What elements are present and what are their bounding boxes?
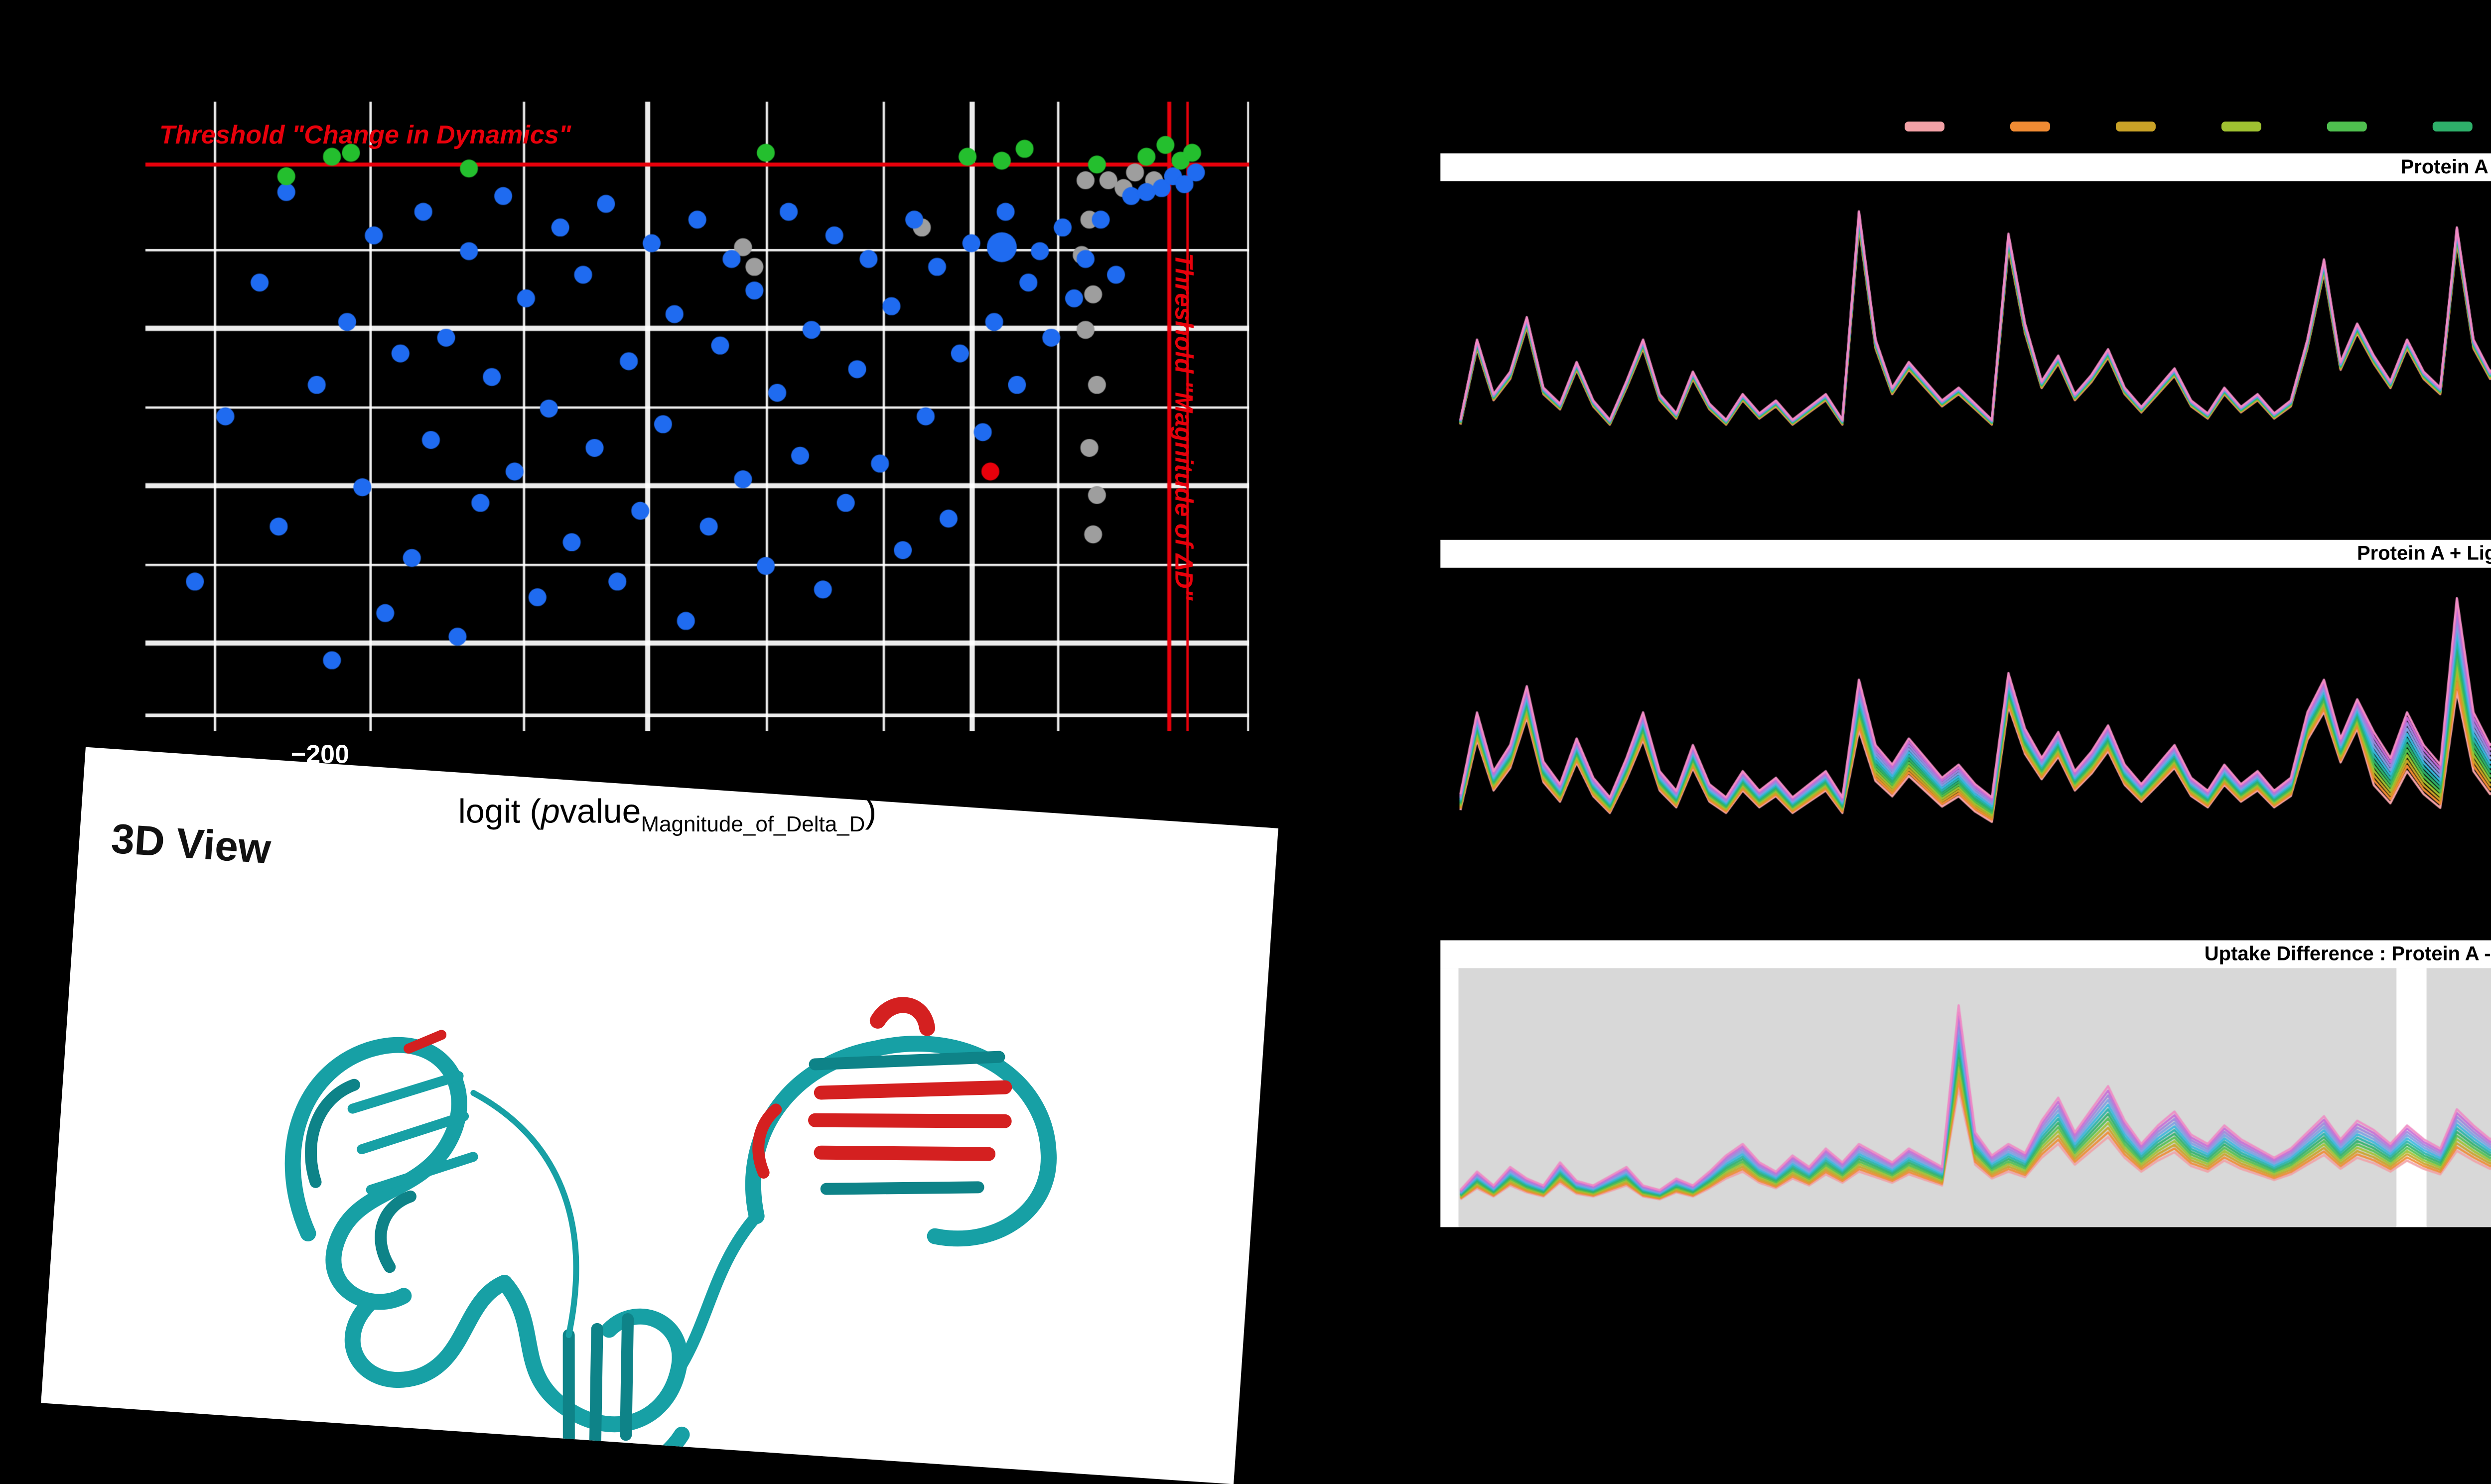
uptake-difference-chart[interactable] <box>1440 968 2491 1227</box>
axis-label-suffix: ) <box>865 793 877 831</box>
legend-swatch-4[interactable] <box>2221 121 2261 131</box>
panel-title-protein-a-text: Protein A <box>2400 156 2489 178</box>
app-root: Threshold "Change in Dynamics" Threshold… <box>41 101 2491 1484</box>
panel-title-protein-a-ligand-text: Protein A + Ligand <box>2357 542 2491 565</box>
axis-label-value: value <box>559 793 641 831</box>
volcano-x-tick: −200 <box>290 739 350 769</box>
axis-label-subscript: Magnitude_of_Delta_D <box>641 813 865 838</box>
panel-title-uptake-difference-text: Uptake Difference : Protein A - (Protein… <box>2204 943 2491 965</box>
uptake-chart-protein-a-ligand[interactable] <box>1440 567 2491 923</box>
legend-swatch-3[interactable] <box>2115 121 2156 131</box>
time-legend <box>1905 121 2491 131</box>
legend-swatch-5[interactable] <box>2327 121 2367 131</box>
protein-ribbon-graphic <box>284 997 1057 1482</box>
structure-3d-view[interactable]: 3D View <box>41 747 1278 1484</box>
uptake-chart-protein-a[interactable] <box>1440 181 2491 530</box>
threshold-change-label: Threshold "Change in Dynamics" <box>159 119 571 149</box>
panel-title-uptake-difference: Uptake Difference : Protein A - (Protein… <box>1440 940 2491 968</box>
volcano-plot-canvas[interactable] <box>145 101 1249 731</box>
legend-swatch-2[interactable] <box>2010 121 2050 131</box>
axis-label-p: p <box>541 793 560 831</box>
axis-label-prefix: logit ( <box>458 793 542 831</box>
volcano-x-axis-label: logit (pvalueMagnitude_of_Delta_D) <box>458 793 876 838</box>
threshold-magnitude-label: Threshold "Magnitude of ΔD" <box>1169 253 1198 601</box>
panel-title-protein-a-ligand: Protein A + Ligand <box>1440 540 2491 568</box>
legend-swatch-6[interactable] <box>2432 121 2473 131</box>
panel-title-protein-a: Protein A <box>1440 153 2491 181</box>
legend-swatch-1[interactable] <box>1905 121 1945 131</box>
